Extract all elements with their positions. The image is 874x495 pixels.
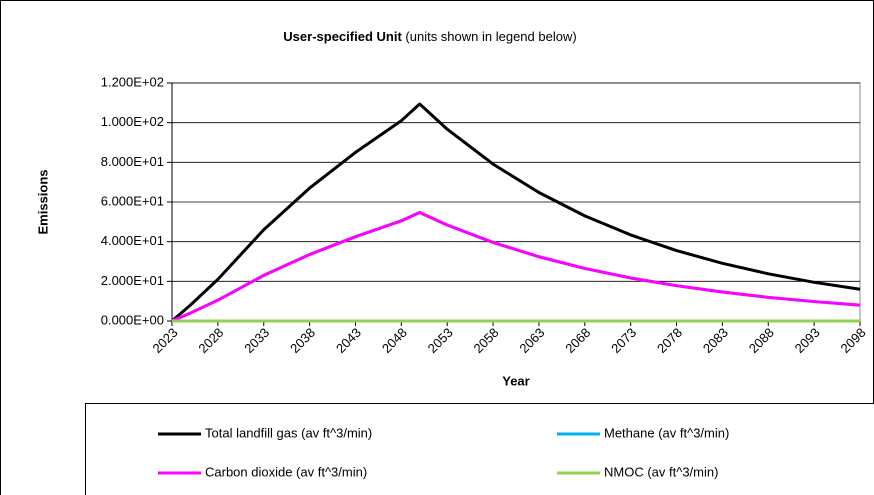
legend-label: Carbon dioxide (av ft^3/min): [205, 464, 367, 479]
legend-label: Total landfill gas (av ft^3/min): [205, 425, 372, 440]
y-tick-label: 0.000E+00: [101, 312, 164, 327]
chart-title: User-specified Unit: [283, 29, 402, 44]
series-line: [171, 211, 861, 323]
y-tick-label: 4.000E+01: [101, 233, 164, 248]
y-tick-label: 2.000E+01: [101, 273, 164, 288]
y-tick-label: 8.000E+01: [101, 154, 164, 169]
y-tick-label: 1.200E+02: [101, 74, 164, 89]
y-axis-label: Emissions: [35, 169, 50, 234]
y-tick-label: 1.000E+02: [101, 114, 164, 129]
series-line: [171, 102, 861, 323]
legend-label: Methane (av ft^3/min): [604, 425, 729, 440]
x-axis-label: Year: [502, 373, 529, 388]
chart-subtitle: (units shown in legend below): [405, 29, 576, 44]
legend-box: [85, 403, 874, 495]
legend-label: NMOC (av ft^3/min): [604, 464, 718, 479]
chart-title-group: User-specified Unit (units shown in lege…: [283, 29, 576, 44]
y-tick-label: 6.000E+01: [101, 193, 164, 208]
